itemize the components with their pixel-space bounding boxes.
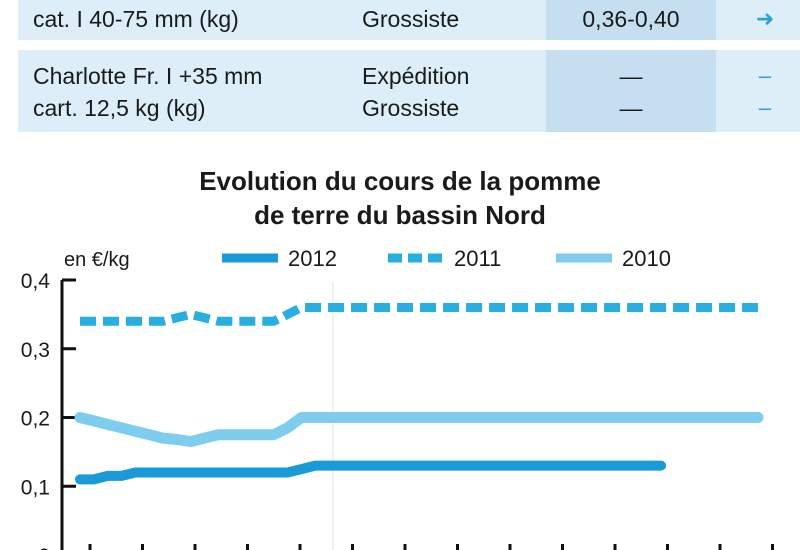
price-value: —: [619, 63, 643, 89]
price-column-background: [546, 0, 716, 132]
product-label: cat. I 40-75 mm (kg): [33, 6, 239, 32]
y-tick-label: 0: [38, 545, 50, 550]
chart-title: Evolution du cours de la pomme de terre …: [0, 164, 800, 232]
chart-title-line: Evolution du cours de la pomme: [199, 166, 601, 196]
legend-label-2012: 2012: [288, 246, 337, 271]
stage-label: Grossiste: [362, 6, 460, 32]
product-label: Charlotte Fr. I +35 mm: [33, 63, 263, 89]
trend-dash-icon: –: [758, 63, 772, 88]
series-layer: [74, 303, 764, 485]
y-tick-label: 0,2: [21, 408, 50, 431]
series-line-2011: [80, 303, 758, 326]
y-tick-label: 0,3: [21, 339, 50, 362]
row-separator: [18, 40, 800, 50]
stage-label: Expédition: [362, 63, 470, 89]
trend-arrow-icon: ➜: [755, 6, 775, 31]
chart-title-line: de terre du bassin Nord: [254, 200, 546, 230]
price-value: 0,36-0,40: [582, 6, 680, 32]
series-line-2010: [74, 412, 764, 448]
product-label: cart. 12,5 kg (kg): [33, 95, 206, 121]
price-value: —: [619, 95, 643, 121]
y-axis: 0 0,1 0,2 0,3 0,4 en €/kg: [21, 249, 130, 550]
series-line-2012: [75, 460, 667, 485]
legend: 2012 2011 2010: [222, 246, 671, 271]
y-axis-label: en €/kg: [64, 249, 130, 271]
y-tick-label: 0,4: [21, 270, 51, 293]
legend-label-2010: 2010: [622, 246, 671, 271]
stage-label: Grossiste: [362, 95, 460, 121]
y-tick-label: 0,1: [21, 476, 50, 499]
legend-label-2011: 2011: [454, 246, 501, 271]
trend-dash-icon: –: [758, 95, 772, 120]
